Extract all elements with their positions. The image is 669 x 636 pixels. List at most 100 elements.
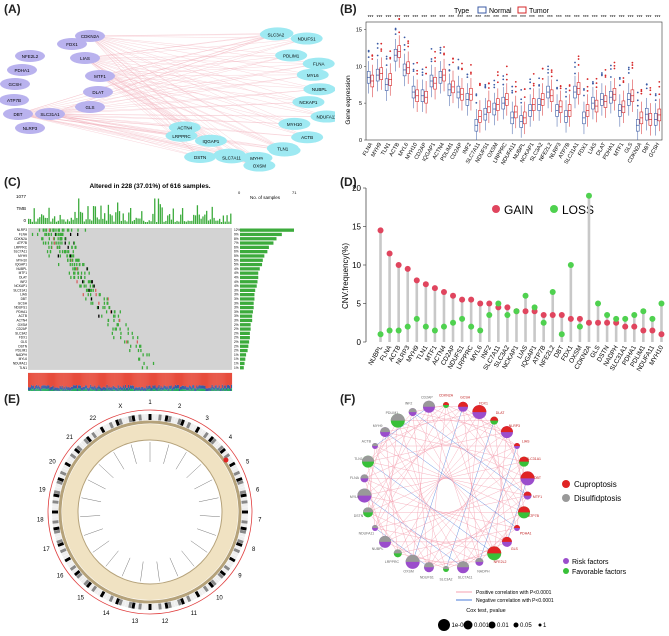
c-snv-bar [99,389,101,391]
a-node-cuproptosis [70,52,100,64]
c-snv-bar [195,388,197,391]
c-snv-bar [28,372,30,388]
c-mutation-cell [82,293,84,297]
c-mutation-cell [53,237,55,241]
c-snv-bar [206,388,208,391]
c-snv-bar [225,387,227,391]
a-edge [84,57,283,149]
e-cytoband [188,423,195,430]
c-snv-bar [46,372,48,387]
c-tmb-bar [148,220,150,224]
d-legend-loss-dot [550,205,558,213]
c-snv-bar [40,372,42,389]
b-box-normal-outlier [556,86,558,89]
c-snv-bar [152,388,154,391]
c-snv-bar [197,387,199,391]
b-box-normal-outlier [538,84,541,87]
b-box-normal-outlier [421,71,424,74]
c-mutation-cell [91,280,93,284]
c-mutation-cell [106,301,108,305]
c-snv-bar [229,388,232,391]
c-mutation-cell [137,349,140,353]
c-snv-bar [71,389,73,391]
b-ytick-label: 10 [356,64,362,70]
b-box-normal-outlier [601,72,603,74]
a-node-cuproptosis [75,101,105,113]
e-gene-tick [140,561,144,582]
c-mutation-cell [102,306,104,310]
c-mutation-cell [101,314,103,318]
f-edge-positive [462,406,525,513]
a-edge [84,57,319,64]
f-cox-size-label: 0.001 [474,623,490,629]
e-cytoband [64,461,72,468]
f-edge-positive [412,412,430,568]
f-edge-positive [367,406,430,513]
b-box-normal-outlier [502,75,505,77]
f-edge-positive [428,406,525,513]
f-edge-positive [412,512,525,563]
e-cytoband [210,579,217,586]
e-cytoband [67,562,75,569]
c-snv-bar [154,388,156,391]
c-snv-bar [153,372,155,387]
e-highlight-dot [223,457,229,463]
a-node-label: DSTN [194,155,206,160]
b-box-normal-outlier [574,72,576,75]
c-snv-bar [186,372,188,388]
f-node-label: GLS [511,547,519,551]
c-mutation-cell [49,250,52,254]
c-snv-bar [141,390,143,391]
b-box-normal-outlier [376,54,379,57]
e-cytoband [69,564,77,571]
a-node-disulfidptosis [290,32,323,45]
a-node-label: TLN1 [277,146,289,151]
e-cytoband [225,562,233,569]
c-snv-bar [202,388,204,391]
b-box-normal-outlier [394,28,397,31]
c-snv-bar [69,387,71,391]
c-tmb-bar [168,214,171,224]
c-snv-bar [211,372,213,385]
b-box-tumor-outlier [604,74,607,77]
c-snv-bar [193,388,195,391]
c-snv-bar [123,387,125,391]
f-edge-positive [364,478,447,570]
c-snv-bar [202,372,204,386]
c-gene-pct: 8% [234,237,239,241]
e-chrom-label: 20 [49,459,56,465]
b-box-tumor-outlier [443,46,445,48]
f-edge-positive [364,495,518,529]
e-cytoband [83,579,90,586]
e-cytoband [62,464,70,471]
c-tmb-bar [163,221,165,224]
b-significance: *** [583,15,589,21]
b-box-normal-outlier [645,87,648,90]
c-snv-bar [42,385,44,389]
c-tmb-bar [52,218,54,224]
c-mutation-cell [68,271,71,275]
c-mutation-cell [90,297,93,301]
e-cytoband [71,450,79,457]
c-snv-bar [131,385,133,389]
c-snv-bar [222,372,224,388]
c-snv-bar [66,372,68,388]
a-edge [84,57,309,103]
c-mutation-cell [54,232,57,236]
c-snv-bar [185,389,187,391]
c-mutation-cell [120,331,122,335]
b-box-tumor-outlier [631,67,634,69]
e-gene-tick [130,444,137,464]
c-snv-bar [127,384,130,389]
b-significance: *** [520,15,526,21]
c-mutation-cell [84,228,87,232]
b-box-tumor-outlier [496,74,499,77]
d-ytick-label: 5 [357,300,362,309]
a-node-cuproptosis [83,86,113,98]
c-tmb-bar [193,214,195,224]
e-cytoband [180,597,185,605]
e-cytoband [230,553,238,560]
e-inner-circle [77,439,223,585]
c-snv-bar [32,372,34,386]
